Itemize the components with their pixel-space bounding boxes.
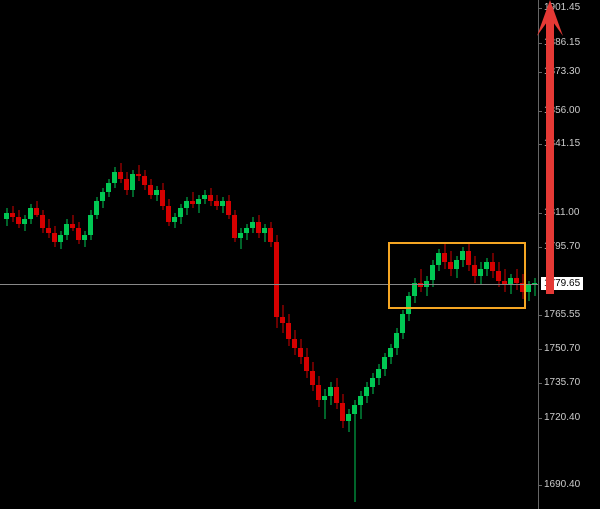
candle [340, 394, 345, 428]
candle [184, 197, 189, 215]
y-tick-label: 1735.70 [544, 377, 580, 388]
candle [52, 226, 57, 246]
candle [124, 172, 129, 195]
candle [364, 382, 369, 402]
candle [172, 213, 177, 229]
candle [388, 344, 393, 364]
candle [112, 167, 117, 187]
y-tick-label: 1720.40 [544, 412, 580, 423]
candle [400, 310, 405, 339]
candle [202, 190, 207, 204]
candle [328, 382, 333, 405]
candle [316, 376, 321, 408]
candle [16, 210, 21, 228]
highlight-box [388, 242, 526, 309]
y-tick-mark [538, 383, 542, 384]
candle [268, 222, 273, 247]
candle [244, 224, 249, 240]
y-tick-mark [538, 485, 542, 486]
candle [154, 186, 159, 202]
candle [94, 197, 99, 220]
candle [280, 305, 285, 332]
y-tick-mark [538, 349, 542, 350]
candlestick-chart[interactable]: 1901.451886.151873.301856.001841.151811.… [0, 0, 600, 509]
candle [190, 192, 195, 208]
candle [262, 224, 267, 242]
candle [34, 201, 39, 217]
candle [226, 195, 231, 220]
candle [208, 188, 213, 206]
candle [148, 179, 153, 199]
candle [142, 170, 147, 190]
candle [160, 183, 165, 210]
candle [274, 235, 279, 328]
candle [376, 364, 381, 384]
candle [220, 197, 225, 213]
candle [292, 330, 297, 355]
candle [352, 400, 357, 502]
candle [64, 219, 69, 239]
candle [100, 188, 105, 208]
candle [304, 348, 309, 377]
candle [286, 314, 291, 346]
y-tick-label: 1690.40 [544, 479, 580, 490]
candle [256, 215, 261, 238]
candle [346, 409, 351, 432]
candle [238, 228, 243, 248]
candle [322, 389, 327, 418]
candle [4, 208, 9, 226]
candle [118, 163, 123, 183]
candle [88, 210, 93, 239]
candle [358, 391, 363, 418]
candle [136, 165, 141, 181]
candle [28, 204, 33, 224]
candle [178, 204, 183, 224]
candle [70, 215, 75, 231]
candle [382, 353, 387, 376]
candle [370, 373, 375, 393]
candle [130, 170, 135, 197]
candle [40, 210, 45, 233]
candle [10, 206, 15, 222]
candle [334, 378, 339, 410]
candle [58, 231, 63, 249]
candle [106, 179, 111, 197]
candle [214, 195, 219, 211]
candle [196, 195, 201, 213]
candle [394, 328, 399, 355]
y-tick-mark [538, 315, 542, 316]
candle [166, 199, 171, 226]
up-arrow-icon [537, 0, 563, 294]
y-tick-label: 1750.70 [544, 343, 580, 354]
candle [76, 222, 81, 245]
candle [310, 362, 315, 391]
candle [82, 231, 87, 247]
y-tick-label: 1765.55 [544, 309, 580, 320]
candle [232, 210, 237, 242]
candle [250, 217, 255, 233]
candle [46, 219, 51, 237]
candle [298, 339, 303, 364]
y-tick-mark [538, 418, 542, 419]
candle [22, 215, 27, 231]
